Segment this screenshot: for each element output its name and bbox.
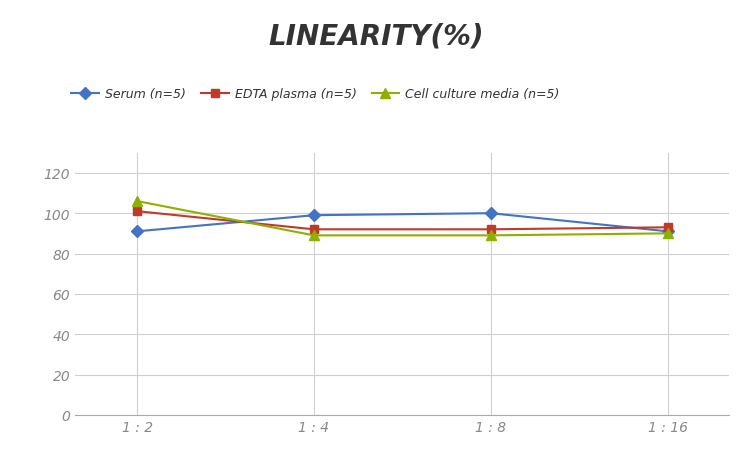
Cell culture media (n=5)	[663, 231, 672, 236]
Serum (n=5)	[132, 229, 141, 235]
EDTA plasma (n=5)	[309, 227, 318, 233]
Serum (n=5)	[663, 229, 672, 235]
Cell culture media (n=5)	[309, 233, 318, 239]
Line: Serum (n=5): Serum (n=5)	[133, 210, 672, 236]
Line: EDTA plasma (n=5): EDTA plasma (n=5)	[133, 207, 672, 234]
EDTA plasma (n=5)	[487, 227, 496, 233]
EDTA plasma (n=5)	[132, 209, 141, 214]
Legend: Serum (n=5), EDTA plasma (n=5), Cell culture media (n=5): Serum (n=5), EDTA plasma (n=5), Cell cul…	[66, 83, 565, 106]
Serum (n=5)	[309, 213, 318, 218]
Line: Cell culture media (n=5): Cell culture media (n=5)	[132, 197, 672, 241]
Serum (n=5)	[487, 211, 496, 216]
Text: LINEARITY(%): LINEARITY(%)	[268, 23, 484, 51]
Cell culture media (n=5)	[487, 233, 496, 239]
EDTA plasma (n=5)	[663, 225, 672, 230]
Cell culture media (n=5)	[132, 199, 141, 204]
